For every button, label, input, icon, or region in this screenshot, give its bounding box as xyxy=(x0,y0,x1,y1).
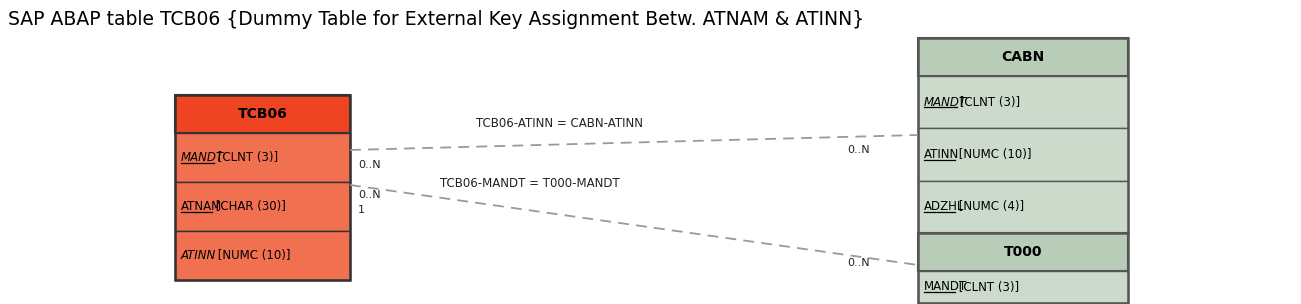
Bar xyxy=(919,76,1128,128)
Text: [NUMC (10)]: [NUMC (10)] xyxy=(213,249,290,262)
Text: ATINN: ATINN xyxy=(924,148,959,161)
Bar xyxy=(919,38,1128,233)
Bar xyxy=(176,95,350,133)
Text: MANDT: MANDT xyxy=(181,151,224,164)
Text: ATINN: ATINN xyxy=(181,249,216,262)
Text: 0..N: 0..N xyxy=(847,258,870,268)
Text: SAP ABAP table TCB06 {Dummy Table for External Key Assignment Betw. ATNAM & ATIN: SAP ABAP table TCB06 {Dummy Table for Ex… xyxy=(8,10,864,29)
Text: ATNAM: ATNAM xyxy=(181,200,222,213)
Text: MANDT: MANDT xyxy=(924,281,967,293)
Text: [NUMC (10)]: [NUMC (10)] xyxy=(955,148,1032,161)
Text: [CLNT (3)]: [CLNT (3)] xyxy=(213,151,277,164)
Text: TCB06-ATINN = CABN-ATINN: TCB06-ATINN = CABN-ATINN xyxy=(476,117,644,130)
Bar xyxy=(176,95,350,280)
Bar xyxy=(176,133,350,182)
Text: [CHAR (30)]: [CHAR (30)] xyxy=(212,200,286,213)
Bar xyxy=(176,231,350,280)
Text: [CLNT (3)]: [CLNT (3)] xyxy=(956,96,1020,109)
Bar xyxy=(919,233,1128,271)
Text: 0..N: 0..N xyxy=(358,160,381,170)
Text: CABN: CABN xyxy=(1002,50,1045,64)
Bar xyxy=(919,128,1128,181)
Bar xyxy=(919,38,1128,76)
Text: ADZHL: ADZHL xyxy=(924,200,964,213)
Bar xyxy=(919,271,1128,303)
Text: TCB06: TCB06 xyxy=(238,107,288,121)
Text: [CLNT (3)]: [CLNT (3)] xyxy=(955,281,1019,293)
Text: TCB06-MANDT = T000-MANDT: TCB06-MANDT = T000-MANDT xyxy=(440,177,619,190)
Text: 0..N: 0..N xyxy=(358,190,381,200)
Text: T000: T000 xyxy=(1004,245,1042,259)
Bar xyxy=(919,181,1128,233)
Bar xyxy=(176,182,350,231)
Text: [NUMC (4)]: [NUMC (4)] xyxy=(955,200,1024,213)
Bar xyxy=(919,233,1128,303)
Text: MANDT: MANDT xyxy=(924,96,967,109)
Text: 0..N: 0..N xyxy=(847,145,870,155)
Text: 1: 1 xyxy=(358,205,366,215)
